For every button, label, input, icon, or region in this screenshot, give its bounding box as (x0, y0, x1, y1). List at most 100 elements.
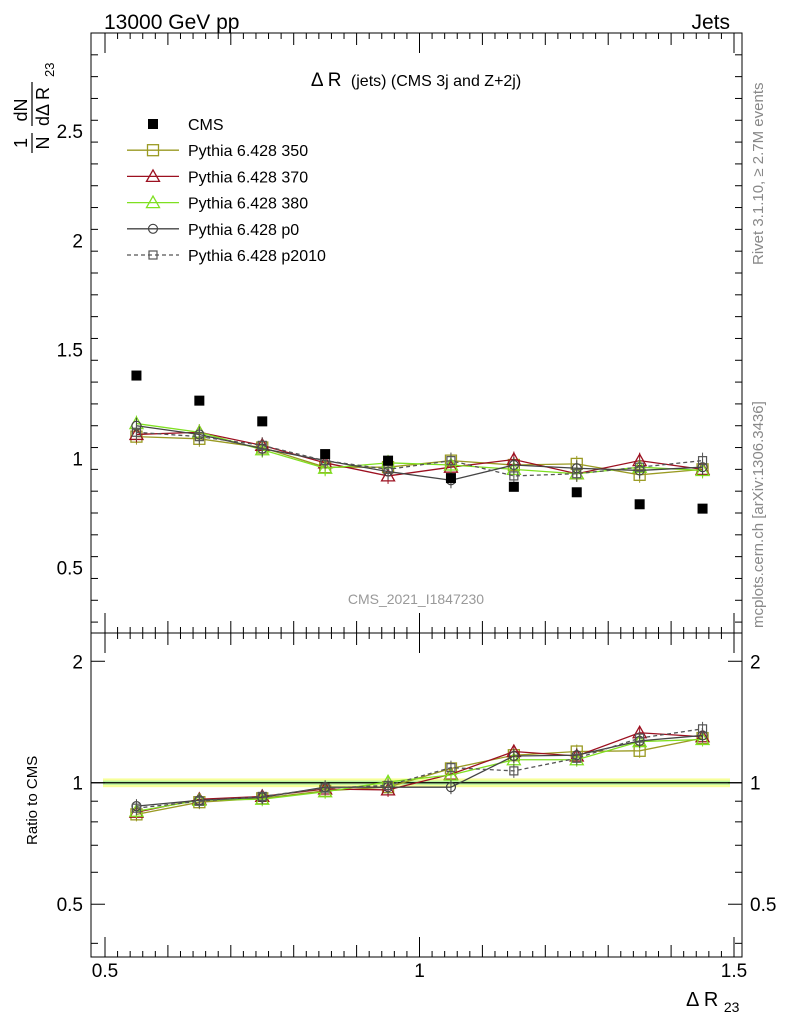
xlabel-main: Δ R (686, 989, 718, 1011)
legend-marker (148, 250, 158, 260)
ratio-point (572, 753, 582, 763)
header-left: 13000 GeV pp (104, 11, 239, 34)
legend-label: CMS (188, 117, 224, 134)
legend-label: Pythia 6.428 350 (188, 143, 308, 160)
legend: CMS Pythia 6.428 350 Pythia 6.428 370 Pythi… (127, 117, 326, 265)
ratio-point (508, 750, 519, 762)
ylabel-ddr: dΔ R (33, 87, 53, 126)
legend-label: Pythia 6.428 380 (188, 196, 308, 213)
main-point (131, 427, 142, 437)
ylabel-one: 1 (11, 138, 31, 148)
ratio-point (697, 724, 708, 734)
main-point (257, 416, 268, 427)
legend-entry: Pythia 6.428 p0 (127, 222, 299, 239)
main-point (571, 487, 582, 498)
ratio-series-line (136, 732, 703, 813)
ratio-series (131, 721, 708, 816)
legend-entry: Pythia 6.428 350 (127, 143, 308, 160)
main-point (694, 462, 711, 477)
main-ytick-label: 2 (72, 231, 83, 252)
main-series (131, 424, 708, 484)
main-point (445, 473, 456, 484)
legend-entry: CMS (148, 117, 224, 134)
xlabel-sub: 23 (724, 999, 740, 1015)
main-point (635, 462, 645, 472)
ratio-point (446, 763, 456, 773)
legend-entry: Pythia 6.428 380 (127, 194, 308, 213)
main-point (194, 395, 205, 406)
ratio-point (443, 767, 459, 781)
ratio-ytick-label-right: 0.5 (750, 895, 776, 916)
ratio-point (128, 803, 145, 817)
main-series-line (136, 431, 703, 477)
main-point (383, 455, 394, 466)
ratio-ytick-label: 2 (72, 652, 83, 673)
legend-label: Pythia 6.428 p0 (188, 222, 299, 239)
ratio-ytick-label: 1 (72, 774, 83, 795)
main-series (128, 424, 711, 484)
header-right: Jets (691, 11, 730, 34)
main-series-line (136, 431, 703, 477)
plot-title-detail: (jets) (CMS 3j and Z+2j) (351, 73, 521, 90)
xlabel: Δ R 23 (686, 989, 740, 1015)
main-point (634, 499, 645, 510)
ratio-ytick-label-right: 2 (750, 652, 761, 673)
ratio-ytick-label-right: 1 (750, 774, 761, 795)
legend-marker (148, 119, 158, 129)
ylabel-sub: 23 (42, 63, 57, 77)
xtick-label: 1 (414, 961, 425, 982)
ratio-series-line (136, 738, 703, 812)
xtick-label: 0.5 (92, 961, 118, 982)
legend-marker (145, 168, 161, 183)
legend-marker (146, 144, 160, 157)
plot-title: Δ R (jets) (CMS 3j and Z+2j) (311, 70, 521, 91)
main-point (697, 503, 708, 514)
main-ytick-label: 1 (72, 449, 83, 470)
main-ytick-label: 0.5 (57, 559, 83, 580)
main-point (317, 460, 333, 474)
main-point (697, 456, 708, 466)
ratio-point (320, 783, 330, 793)
ratio-frame (90, 632, 743, 958)
main-point (508, 481, 519, 492)
ratio-point (509, 766, 519, 776)
legend-marker (145, 194, 161, 209)
ylabel-n: N (33, 137, 53, 150)
legend-label: Pythia 6.428 370 (188, 169, 308, 186)
legend-label: Pythia 6.428 p2010 (188, 248, 326, 265)
ratio-point (194, 796, 204, 806)
main-point (131, 370, 142, 381)
ylabel-dn: dN (11, 98, 31, 121)
ratio-series (128, 724, 711, 820)
ratio-point (445, 782, 457, 793)
ratio-point (257, 791, 267, 802)
main-ytick-label: 2.5 (57, 122, 83, 143)
xtick-label: 1.5 (721, 961, 747, 982)
rivet-label: Rivet 3.1.10, ≥ 2.7M events (750, 83, 767, 266)
ratio-series-line (136, 728, 703, 809)
main-point (194, 432, 204, 442)
plot-title-main: Δ R (311, 70, 342, 91)
main-point (257, 440, 267, 450)
legend-marker (147, 223, 159, 234)
main-point (572, 469, 582, 479)
main-series (131, 417, 708, 489)
series-layer (128, 370, 711, 822)
main-series-line (136, 422, 703, 475)
legend-entry: Pythia 6.428 p2010 (127, 248, 326, 265)
main-series (131, 370, 708, 514)
axes: 0.5 1 1.5 2 2.5 0.5 1 1.5 0.5 0.5 1 1 2 2 (57, 32, 776, 982)
ratio-point (383, 780, 393, 790)
ratio-point (131, 803, 142, 813)
main-point (320, 449, 331, 460)
main-ylabel: 1 N dN dΔ R 23 (11, 63, 57, 153)
watermark: CMS_2021_I1847230 (348, 591, 484, 607)
ratio-series-line (136, 734, 703, 807)
legend-entry: Pythia 6.428 370 (127, 168, 308, 186)
ratio-ylabel: Ratio to CMS (24, 756, 41, 845)
mcplots-label: mcplots.cern.ch [arXiv:1306.3436] (750, 401, 767, 628)
ratio-point (635, 733, 645, 743)
ratio-series-line (136, 737, 703, 815)
